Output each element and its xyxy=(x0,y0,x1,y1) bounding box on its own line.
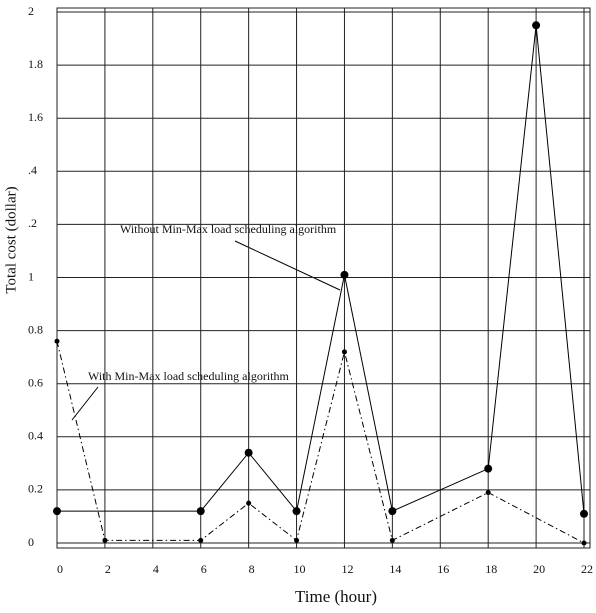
data-point xyxy=(485,490,491,496)
x-tick-label: 2 xyxy=(105,562,111,576)
data-point xyxy=(53,507,61,516)
series-annotation: Without Min-Max load scheduling algorith… xyxy=(120,222,337,236)
data-point xyxy=(246,500,252,506)
y-tick-label: 0.4 xyxy=(28,429,43,443)
data-point xyxy=(340,270,349,279)
data-point xyxy=(484,464,493,473)
x-tick-label: 12 xyxy=(341,562,353,576)
x-tick-label: 0 xyxy=(57,562,63,576)
x-tick-label: 4 xyxy=(153,562,159,576)
data-point xyxy=(102,537,108,543)
x-tick-label: 16 xyxy=(437,562,449,576)
y-tick-label: 1 xyxy=(28,269,34,283)
y-tick-label: .2 xyxy=(28,216,37,230)
x-tick-label: 20 xyxy=(533,562,545,576)
data-point xyxy=(292,507,301,516)
x-tick-label: 18 xyxy=(485,562,497,576)
data-point xyxy=(244,448,253,457)
annotation-leader xyxy=(71,386,99,421)
data-point xyxy=(294,537,300,543)
data-point xyxy=(532,21,541,30)
data-point xyxy=(580,509,589,518)
data-point xyxy=(54,338,60,344)
y-tick-label: 0.6 xyxy=(28,375,43,389)
data-point xyxy=(581,540,587,546)
x-tick-label: 8 xyxy=(249,562,255,576)
data-point xyxy=(389,537,395,543)
series-line xyxy=(57,25,585,514)
annotation-leader xyxy=(234,240,341,291)
y-tick-label: 0 xyxy=(28,535,34,549)
x-tick-label: 10 xyxy=(294,562,306,576)
x-tick-label: 22 xyxy=(581,562,593,576)
data-point xyxy=(198,537,204,543)
x-tick-label: 6 xyxy=(201,562,207,576)
y-tick-label: 1.6 xyxy=(28,110,43,124)
y-tick-label: 0.8 xyxy=(28,322,43,336)
y-axis-title: Total cost (dollar) xyxy=(3,186,19,293)
series-annotation: With Min-Max load scheduling algorithm xyxy=(88,369,289,383)
x-axis-title: Time (hour) xyxy=(295,587,377,606)
y-tick-label: 1.8 xyxy=(28,57,43,71)
data-point xyxy=(341,349,347,355)
x-tick-label: 14 xyxy=(389,562,401,576)
data-point xyxy=(196,507,205,516)
y-tick-label: 2 xyxy=(28,4,34,18)
data-point xyxy=(388,507,397,516)
y-tick-label: .4 xyxy=(28,163,37,177)
y-tick-label: 0.2 xyxy=(28,482,43,496)
